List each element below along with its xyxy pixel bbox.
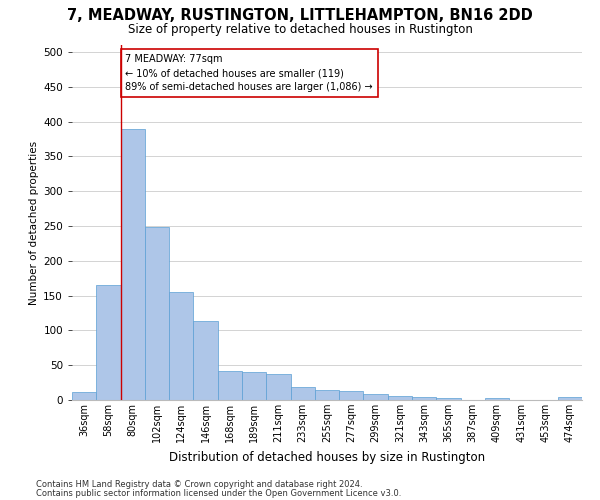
Bar — [412, 396, 436, 400]
Bar — [72, 392, 96, 400]
Bar — [193, 322, 218, 400]
X-axis label: Distribution of detached houses by size in Rustington: Distribution of detached houses by size … — [169, 450, 485, 464]
Bar — [558, 396, 582, 400]
Bar — [218, 371, 242, 400]
Bar — [121, 128, 145, 400]
Bar — [315, 390, 339, 400]
Bar — [96, 285, 121, 400]
Bar — [242, 372, 266, 400]
Bar — [145, 228, 169, 400]
Text: 7 MEADWAY: 77sqm
← 10% of detached houses are smaller (119)
89% of semi-detached: 7 MEADWAY: 77sqm ← 10% of detached house… — [125, 54, 373, 92]
Bar — [364, 394, 388, 400]
Y-axis label: Number of detached properties: Number of detached properties — [29, 140, 39, 304]
Bar — [339, 391, 364, 400]
Bar — [436, 398, 461, 400]
Bar — [169, 292, 193, 400]
Text: Contains public sector information licensed under the Open Government Licence v3: Contains public sector information licen… — [36, 489, 401, 498]
Bar — [290, 388, 315, 400]
Bar — [485, 398, 509, 400]
Text: Size of property relative to detached houses in Rustington: Size of property relative to detached ho… — [128, 22, 472, 36]
Bar — [266, 374, 290, 400]
Text: 7, MEADWAY, RUSTINGTON, LITTLEHAMPTON, BN16 2DD: 7, MEADWAY, RUSTINGTON, LITTLEHAMPTON, B… — [67, 8, 533, 22]
Text: Contains HM Land Registry data © Crown copyright and database right 2024.: Contains HM Land Registry data © Crown c… — [36, 480, 362, 489]
Bar — [388, 396, 412, 400]
